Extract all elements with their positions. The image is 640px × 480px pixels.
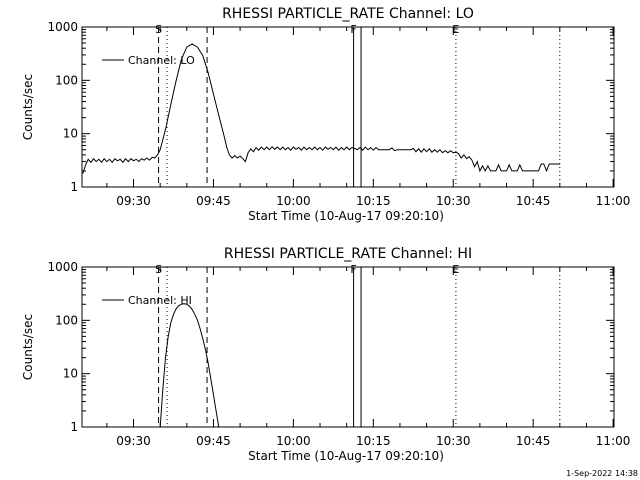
hi-plot-frame — [81, 266, 615, 428]
hi-y-tick-label-1: 10 — [63, 367, 78, 381]
hi-y-tick-label-2: 100 — [55, 313, 78, 327]
hi-y-axis-label: Counts/sec — [21, 314, 35, 380]
lo-x-tick-label-2: 10:00 — [276, 194, 311, 208]
lo-x-tick-label-5: 10:45 — [516, 194, 551, 208]
lo-x-tick-label-6: 11:00 — [596, 194, 631, 208]
lo-y-tick-label-2: 100 — [55, 73, 78, 87]
hi-x-tick-label-6: 11:00 — [596, 434, 631, 448]
hi-legend-entry: Channel: HI — [128, 294, 192, 307]
hi-x-axis-label: Start Time (10-Aug-17 09:20:10) — [248, 449, 444, 463]
lo-y-tick-label-0: 1 — [70, 180, 78, 194]
hi-x-tick-label-3: 10:15 — [356, 434, 391, 448]
hi-x-tick-label-0: 09:30 — [116, 434, 151, 448]
lo-y-tick-label-3: 1000 — [47, 20, 78, 34]
lo-marker-label-5: E — [452, 23, 459, 36]
lo-series-line-0 — [82, 43, 560, 174]
hi-x-tick-label-1: 09:45 — [196, 434, 231, 448]
lo-x-tick-label-4: 10:30 — [436, 194, 471, 208]
hi-marker-label-3: F — [350, 263, 356, 276]
hi-x-tick-label-4: 10:30 — [436, 434, 471, 448]
lo-y-tick-label-1: 10 — [63, 127, 78, 141]
hi-y-tick-label-3: 1000 — [47, 260, 78, 274]
lo-legend-entry: Channel: LO — [128, 54, 195, 67]
lo-y-axis-label: Counts/sec — [21, 74, 35, 140]
lo-marker-label-0: S — [155, 23, 162, 36]
hi-marker-label-0: S — [155, 263, 162, 276]
lo-marker-label-3: F — [350, 23, 356, 36]
hi-x-tick-label-5: 10:45 — [516, 434, 551, 448]
hi-marker-label-5: E — [452, 263, 459, 276]
panel-hi: RHESSI PARTICLE_RATE Channel: HI 1 10 100 10… — [21, 246, 630, 463]
lo-chart-title: RHESSI PARTICLE_RATE Channel: LO — [222, 6, 474, 22]
lo-x-tick-label-1: 09:45 — [196, 194, 231, 208]
hi-x-tick-label-2: 10:00 — [276, 434, 311, 448]
hi-series-line-0 — [159, 303, 220, 428]
panel-lo: RHESSI PARTICLE_RATE Channel: LO 1 10 100 10… — [21, 6, 630, 223]
lo-plot-frame — [81, 26, 615, 188]
lo-x-axis-label: Start Time (10-Aug-17 09:20:10) — [248, 209, 444, 223]
lo-x-tick-label-3: 10:15 — [356, 194, 391, 208]
footer-timestamp: 1-Sep-2022 14:38 — [566, 469, 638, 478]
hi-y-tick-label-0: 1 — [70, 420, 78, 434]
hi-chart-title: RHESSI PARTICLE_RATE Channel: HI — [224, 246, 472, 262]
lo-x-tick-label-0: 09:30 — [116, 194, 151, 208]
